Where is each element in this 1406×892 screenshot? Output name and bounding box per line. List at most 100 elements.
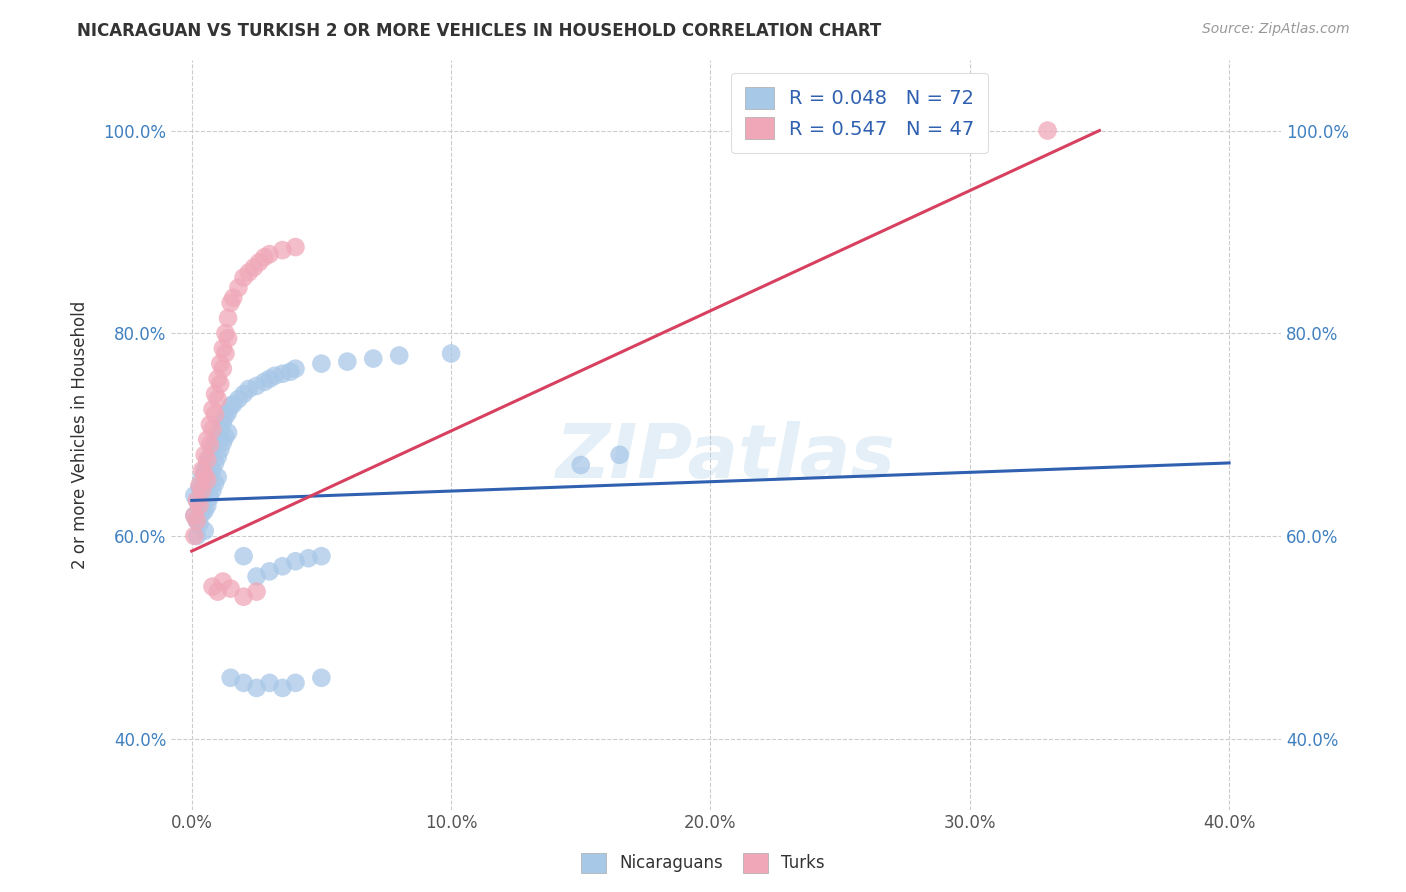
Point bbox=[253, 250, 276, 264]
Point bbox=[245, 379, 267, 393]
Legend: Nicaraguans, Turks: Nicaraguans, Turks bbox=[574, 847, 832, 880]
Point bbox=[311, 671, 333, 685]
Point bbox=[191, 470, 214, 484]
Point bbox=[219, 671, 242, 685]
Text: ZIPatlas: ZIPatlas bbox=[555, 420, 896, 493]
Point bbox=[228, 392, 250, 406]
Text: Source: ZipAtlas.com: Source: ZipAtlas.com bbox=[1202, 22, 1350, 37]
Point bbox=[222, 397, 245, 411]
Point bbox=[297, 551, 319, 566]
Point bbox=[217, 311, 239, 326]
Point bbox=[271, 367, 294, 381]
Point bbox=[209, 423, 232, 437]
Point bbox=[183, 508, 205, 523]
Point bbox=[284, 554, 307, 568]
Point bbox=[194, 463, 217, 477]
Point bbox=[191, 507, 214, 521]
Point bbox=[195, 499, 218, 513]
Point bbox=[259, 247, 281, 261]
Point bbox=[183, 488, 205, 502]
Point bbox=[214, 326, 236, 341]
Point bbox=[195, 453, 218, 467]
Point bbox=[201, 423, 224, 437]
Point bbox=[212, 435, 235, 450]
Point bbox=[232, 387, 254, 401]
Point bbox=[238, 382, 260, 396]
Point bbox=[209, 442, 232, 457]
Point bbox=[336, 354, 359, 368]
Point bbox=[284, 361, 307, 376]
Point bbox=[188, 478, 211, 492]
Legend: R = 0.048   N = 72, R = 0.547   N = 47: R = 0.048 N = 72, R = 0.547 N = 47 bbox=[731, 73, 988, 153]
Point bbox=[204, 387, 226, 401]
Point bbox=[217, 405, 239, 419]
Point bbox=[214, 429, 236, 443]
Point bbox=[212, 342, 235, 356]
Point bbox=[194, 448, 217, 462]
Point bbox=[212, 574, 235, 589]
Point bbox=[217, 425, 239, 440]
Point bbox=[311, 357, 333, 371]
Point bbox=[207, 584, 229, 599]
Point bbox=[204, 435, 226, 450]
Point bbox=[212, 416, 235, 430]
Point bbox=[271, 681, 294, 695]
Point bbox=[361, 351, 384, 366]
Point bbox=[1036, 123, 1059, 137]
Point bbox=[440, 346, 463, 360]
Point bbox=[278, 365, 301, 379]
Point bbox=[388, 349, 411, 363]
Point bbox=[201, 463, 224, 477]
Point bbox=[228, 280, 250, 294]
Point bbox=[232, 270, 254, 285]
Point bbox=[183, 508, 205, 523]
Point bbox=[214, 409, 236, 424]
Y-axis label: 2 or more Vehicles in Household: 2 or more Vehicles in Household bbox=[72, 301, 89, 569]
Point bbox=[569, 458, 592, 472]
Point bbox=[1166, 863, 1188, 878]
Point bbox=[271, 243, 294, 257]
Point bbox=[204, 456, 226, 470]
Point bbox=[191, 491, 214, 505]
Point bbox=[284, 676, 307, 690]
Point bbox=[188, 516, 211, 531]
Point bbox=[183, 529, 205, 543]
Point bbox=[219, 399, 242, 413]
Point bbox=[284, 240, 307, 254]
Point bbox=[201, 580, 224, 594]
Point bbox=[204, 407, 226, 421]
Point bbox=[195, 433, 218, 447]
Point bbox=[245, 569, 267, 583]
Point bbox=[212, 361, 235, 376]
Point bbox=[186, 493, 208, 508]
Point bbox=[253, 375, 276, 389]
Point bbox=[217, 331, 239, 345]
Point bbox=[195, 478, 218, 492]
Point bbox=[194, 468, 217, 483]
Point bbox=[198, 491, 221, 505]
Point bbox=[201, 402, 224, 417]
Point bbox=[243, 260, 266, 275]
Point bbox=[186, 514, 208, 528]
Point bbox=[207, 429, 229, 443]
Point bbox=[191, 483, 214, 498]
Point bbox=[198, 438, 221, 452]
Point bbox=[207, 372, 229, 386]
Point bbox=[247, 255, 270, 269]
Point bbox=[186, 514, 208, 528]
Point bbox=[232, 590, 254, 604]
Point bbox=[311, 549, 333, 564]
Point bbox=[207, 392, 229, 406]
Point bbox=[204, 476, 226, 491]
Point bbox=[198, 470, 221, 484]
Point bbox=[214, 346, 236, 360]
Point bbox=[188, 500, 211, 515]
Point bbox=[207, 470, 229, 484]
Point bbox=[232, 549, 254, 564]
Point bbox=[195, 458, 218, 472]
Point bbox=[259, 372, 281, 386]
Point bbox=[209, 376, 232, 391]
Point bbox=[232, 676, 254, 690]
Point bbox=[219, 582, 242, 596]
Point bbox=[245, 584, 267, 599]
